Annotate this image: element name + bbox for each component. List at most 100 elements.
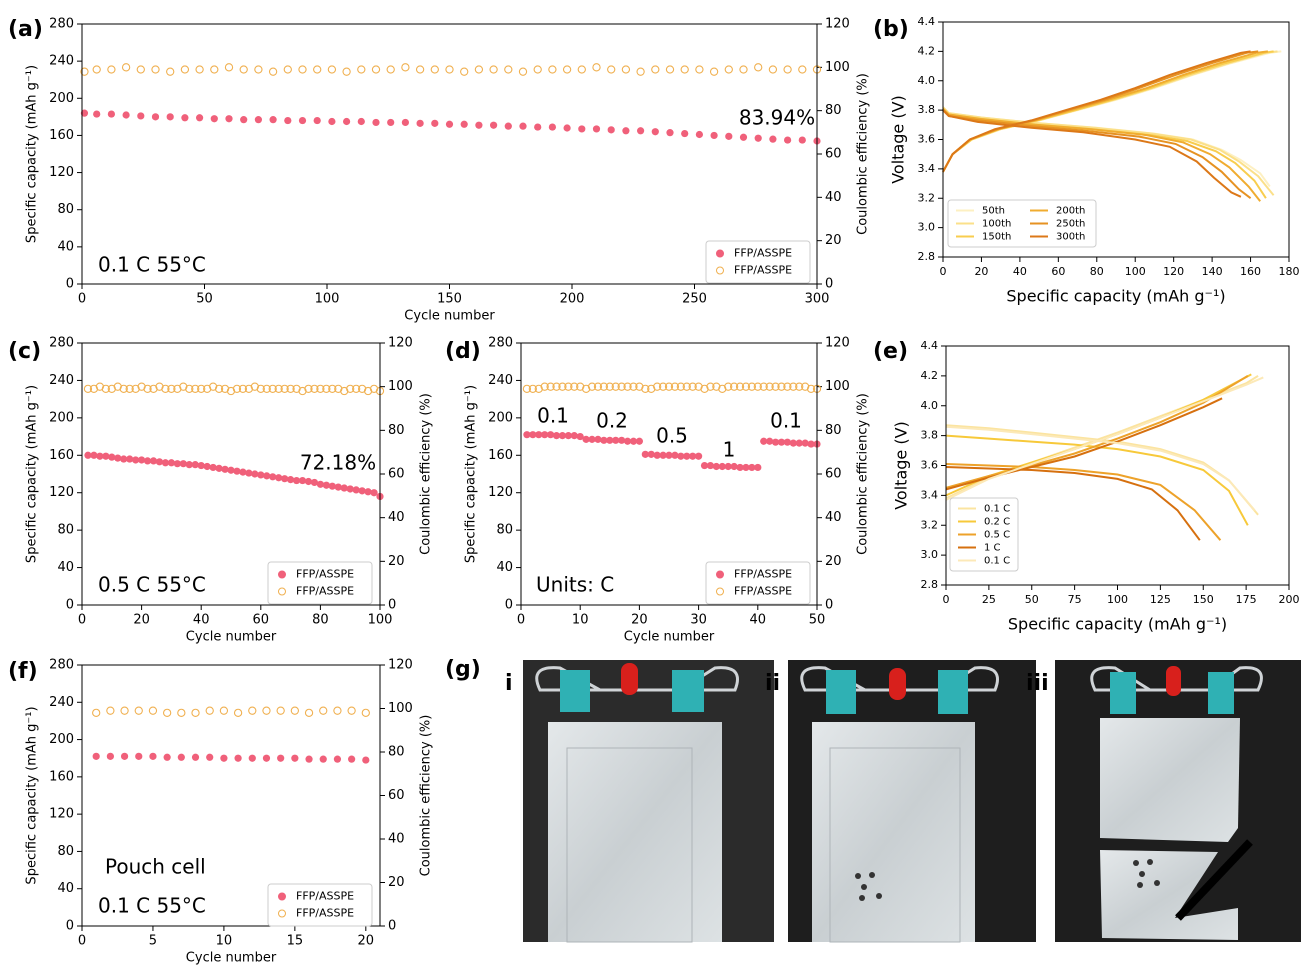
ce-point (298, 65, 307, 74)
ce-point (739, 65, 748, 74)
capacity-point (637, 127, 645, 135)
y-tick-label: 40 (496, 560, 513, 575)
y-axis-label: Voltage (V) (889, 95, 908, 184)
legend-label: 100th (982, 219, 1011, 230)
capacity-point (578, 125, 586, 133)
y-tick-label: 200 (49, 410, 74, 425)
y2-tick-label: 60 (388, 467, 405, 482)
annotation: 0.5 C 55°C (98, 573, 206, 597)
y2-tick-label: 60 (825, 467, 842, 482)
legend-label: FFP/ASSPE (296, 890, 354, 903)
capacity-point (582, 435, 590, 443)
y2-tick-label: 100 (825, 60, 850, 75)
ce-point (430, 65, 439, 74)
led (621, 663, 638, 695)
x-tick-label: 0 (517, 613, 525, 628)
capacity-point (725, 132, 733, 140)
capacity-point (167, 459, 175, 467)
y-tick-label: 3.6 (918, 133, 936, 146)
annotation: 0.2 (596, 409, 628, 433)
ce-point (729, 382, 739, 391)
ce-point (173, 384, 182, 393)
y-tick-label: 3.2 (921, 518, 939, 531)
capacity-point (135, 752, 143, 760)
capacity-point (319, 755, 327, 763)
ce-point (629, 382, 638, 391)
ce-point (651, 65, 660, 74)
y-axis-label: Specific capacity (mAh g⁻¹) (464, 385, 479, 563)
legend-box (947, 199, 1097, 248)
x-tick-label: 175 (1236, 593, 1257, 606)
ce-point (741, 382, 751, 391)
capacity-point (807, 440, 815, 448)
plot-frame (520, 342, 818, 606)
ce-point (232, 384, 242, 393)
ce-point (347, 706, 356, 715)
y-tick-label: 200 (49, 732, 74, 747)
ce-point (363, 386, 373, 396)
ce-point (310, 384, 319, 393)
x-tick-label: 50 (809, 613, 826, 628)
capacity-point (739, 133, 748, 141)
y2-tick-label: 120 (388, 658, 413, 673)
capacity-point (592, 125, 601, 133)
ce-point (658, 382, 668, 391)
capacity-point (504, 122, 512, 130)
ce-point (280, 384, 289, 393)
x-tick-label: 100 (1125, 265, 1146, 278)
y-tick-label: 160 (49, 448, 74, 463)
x-tick-label: 50 (196, 292, 213, 307)
y2-tick-label: 40 (825, 510, 842, 525)
ce-point (83, 384, 93, 393)
voltage-curve (942, 50, 1251, 198)
ce-point (765, 382, 774, 391)
capacity-point (760, 437, 768, 445)
ce-point (106, 706, 115, 715)
panel-label: (d) (445, 339, 481, 364)
y-tick-label: 280 (49, 658, 74, 673)
ce-point (239, 65, 248, 74)
capacity-point (401, 118, 409, 127)
capacity-point (563, 124, 571, 132)
x-tick-label: 40 (1013, 265, 1027, 278)
legend-label: FFP/ASSPE (734, 568, 792, 581)
ce-point (460, 67, 469, 76)
ce-point (528, 384, 537, 393)
y-tick-label: 160 (488, 448, 513, 463)
legend-label: 200th (1056, 206, 1085, 217)
ce-point (149, 384, 158, 393)
y2-tick-label: 80 (825, 423, 842, 438)
capacity-point (220, 754, 228, 762)
y-tick-label: 240 (49, 695, 74, 710)
ce-point (148, 706, 158, 715)
capacity-point (292, 476, 301, 485)
x-tick-label: 75 (1068, 593, 1082, 606)
ce-point (185, 384, 194, 393)
ce-point (205, 706, 214, 715)
photo-label: ii (765, 671, 780, 696)
capacity-point (730, 462, 738, 471)
capacity-point (114, 454, 122, 462)
ce-point (226, 386, 236, 396)
ce-point (340, 386, 349, 396)
y-tick-label: 4.0 (921, 399, 939, 412)
x-tick-label: 40 (193, 613, 210, 628)
ce-point (607, 65, 616, 74)
y-tick-label: 40 (57, 560, 74, 575)
ce-point (125, 384, 134, 393)
x-tick-label: 20 (358, 934, 375, 949)
ce-point (177, 708, 186, 717)
capacity-point (666, 129, 674, 137)
voltage-curve (945, 376, 1264, 511)
ce-point (357, 65, 366, 74)
ce-point (298, 386, 307, 396)
capacity-point (277, 754, 285, 762)
legend-box (267, 561, 373, 605)
ce-point (313, 65, 322, 74)
ce-point (700, 384, 709, 393)
y-tick-label: 4.2 (921, 369, 939, 382)
ce-point (95, 382, 105, 391)
x-tick-label: 120 (1163, 265, 1184, 278)
ce-point (712, 382, 721, 391)
